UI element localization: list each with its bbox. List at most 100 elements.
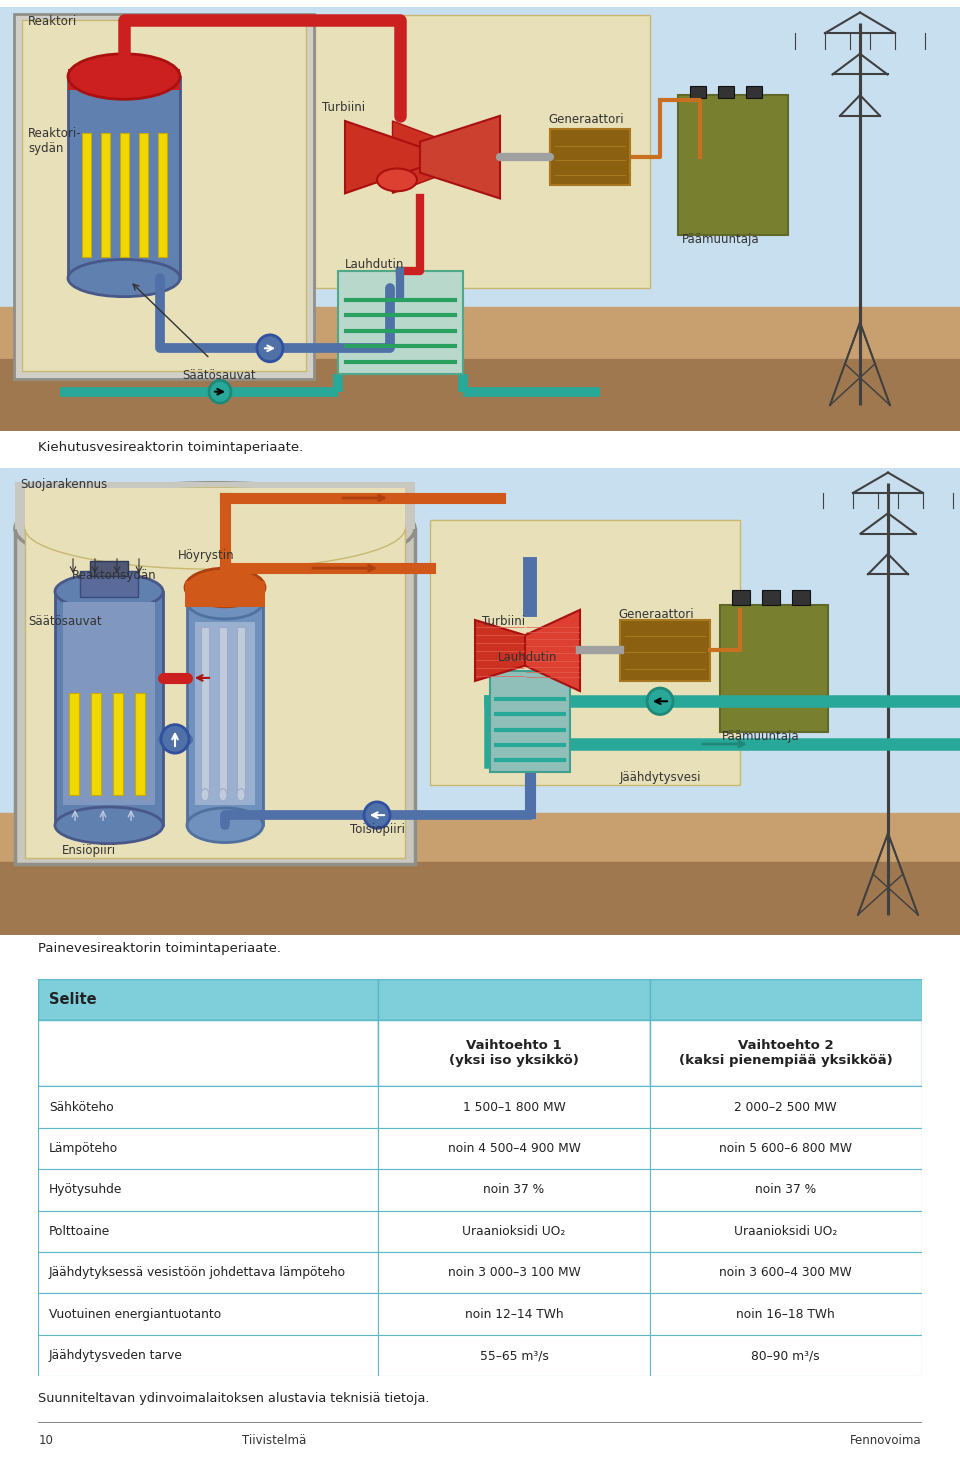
Text: Turbiini: Turbiini xyxy=(322,101,365,114)
Text: Lauhdutin: Lauhdutin xyxy=(498,650,558,663)
Bar xyxy=(650,1335,922,1376)
Bar xyxy=(0,358,960,431)
Bar xyxy=(90,561,128,576)
Text: Vaihtoehto 2
(kaksi pienempiää yksikköä): Vaihtoehto 2 (kaksi pienempiää yksikköä) xyxy=(679,1039,893,1068)
Bar xyxy=(38,1087,378,1128)
Bar xyxy=(38,1128,378,1169)
Bar xyxy=(378,1169,650,1211)
Text: Reaktori-
sydän: Reaktori- sydän xyxy=(28,127,82,155)
Ellipse shape xyxy=(257,335,283,362)
Bar xyxy=(732,590,750,605)
Text: Vaihtoehto 1
(yksi iso yksikkö): Vaihtoehto 1 (yksi iso yksikkö) xyxy=(449,1039,579,1068)
Text: Uraanioksidi UO₂: Uraanioksidi UO₂ xyxy=(463,1224,565,1237)
Bar xyxy=(690,86,706,98)
Bar xyxy=(338,270,463,374)
Text: noin 4 500–4 900 MW: noin 4 500–4 900 MW xyxy=(447,1143,581,1156)
Ellipse shape xyxy=(237,789,245,801)
Text: Lämpöteho: Lämpöteho xyxy=(49,1143,118,1156)
Ellipse shape xyxy=(209,380,231,403)
Bar xyxy=(201,627,209,795)
Bar xyxy=(38,1169,378,1211)
Text: 55–65 m³/s: 55–65 m³/s xyxy=(480,1349,548,1362)
Bar xyxy=(68,69,180,91)
Bar xyxy=(38,1252,378,1293)
Text: noin 12–14 TWh: noin 12–14 TWh xyxy=(465,1308,564,1321)
Bar xyxy=(38,1335,378,1376)
Ellipse shape xyxy=(647,688,673,714)
Ellipse shape xyxy=(201,789,209,801)
Text: 2 000–2 500 MW: 2 000–2 500 MW xyxy=(734,1100,837,1113)
Ellipse shape xyxy=(219,789,227,801)
Bar xyxy=(63,602,155,805)
Bar xyxy=(378,1293,650,1335)
Text: noin 16–18 TWh: noin 16–18 TWh xyxy=(736,1308,835,1321)
Bar xyxy=(69,693,79,795)
Bar xyxy=(650,1252,922,1293)
Text: Reaktori: Reaktori xyxy=(28,15,77,28)
Bar xyxy=(678,95,788,235)
Bar xyxy=(15,482,415,529)
Bar xyxy=(195,622,255,805)
Bar xyxy=(650,1087,922,1128)
Text: Höyrystin: Höyrystin xyxy=(178,549,234,562)
Text: Fennovoima: Fennovoima xyxy=(850,1435,922,1446)
Ellipse shape xyxy=(377,168,417,191)
Bar xyxy=(762,590,780,605)
Ellipse shape xyxy=(55,573,163,609)
Bar xyxy=(378,979,650,1020)
Bar xyxy=(55,592,163,825)
Bar xyxy=(185,581,265,606)
Bar xyxy=(650,1020,922,1087)
Text: Uraanioksidi UO₂: Uraanioksidi UO₂ xyxy=(734,1224,837,1237)
Ellipse shape xyxy=(187,584,263,619)
Bar xyxy=(718,86,734,98)
Bar xyxy=(430,520,740,785)
Bar xyxy=(15,529,415,863)
Ellipse shape xyxy=(161,725,189,752)
Bar xyxy=(650,1128,922,1169)
Text: Reaktorisydän: Reaktorisydän xyxy=(72,570,156,583)
Bar xyxy=(68,76,180,278)
Text: Suunniteltavan ydinvoimalaitoksen alustavia teknisiä tietoja.: Suunniteltavan ydinvoimalaitoksen alusta… xyxy=(38,1392,430,1404)
Bar xyxy=(378,1252,650,1293)
Text: 80–90 m³/s: 80–90 m³/s xyxy=(752,1349,820,1362)
Text: Toisiopiiri: Toisiopiiri xyxy=(350,824,405,836)
Bar xyxy=(378,1335,650,1376)
Bar xyxy=(650,1293,922,1335)
Text: Säätösauvat: Säätösauvat xyxy=(28,615,102,628)
Text: Sähköteho: Sähköteho xyxy=(49,1100,113,1113)
Bar xyxy=(746,86,762,98)
Bar xyxy=(158,133,167,257)
Bar xyxy=(378,1128,650,1169)
Bar xyxy=(38,1211,378,1252)
Bar xyxy=(101,133,110,257)
Bar xyxy=(720,605,828,732)
Polygon shape xyxy=(525,609,580,691)
Bar xyxy=(135,693,145,795)
Text: Päämuuntaja: Päämuuntaja xyxy=(722,730,800,742)
Text: Turbiini: Turbiini xyxy=(482,615,525,628)
Ellipse shape xyxy=(15,482,415,574)
Bar xyxy=(219,627,227,795)
Text: Päämuuntaja: Päämuuntaja xyxy=(682,232,759,245)
Bar xyxy=(650,1211,922,1252)
Text: noin 5 600–6 800 MW: noin 5 600–6 800 MW xyxy=(719,1143,852,1156)
Text: Painevesireaktorin toimintaperiaate.: Painevesireaktorin toimintaperiaate. xyxy=(38,942,281,954)
Polygon shape xyxy=(420,115,500,199)
Bar xyxy=(38,1020,378,1087)
Text: noin 37 %: noin 37 % xyxy=(755,1183,816,1197)
Bar xyxy=(620,619,710,681)
Text: Jäähdytysvesi: Jäähdytysvesi xyxy=(620,770,702,783)
Bar xyxy=(0,862,960,935)
Bar xyxy=(792,590,810,605)
Bar xyxy=(14,13,314,380)
Text: Ensiöpiiri: Ensiöpiiri xyxy=(62,844,116,856)
Polygon shape xyxy=(475,619,525,681)
Text: Säätösauvat: Säätösauvat xyxy=(182,370,255,383)
Ellipse shape xyxy=(185,568,265,606)
Bar xyxy=(25,488,405,529)
Bar xyxy=(237,627,245,795)
Bar xyxy=(120,133,129,257)
Ellipse shape xyxy=(187,808,263,843)
Text: noin 3 600–4 300 MW: noin 3 600–4 300 MW xyxy=(719,1267,852,1280)
